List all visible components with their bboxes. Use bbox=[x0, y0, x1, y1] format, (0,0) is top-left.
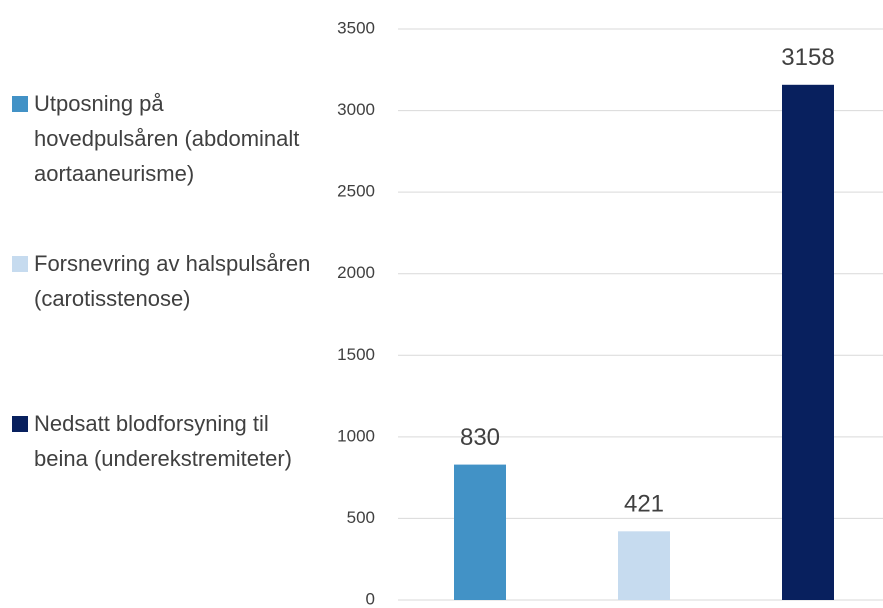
data-label: 3158 bbox=[781, 44, 834, 71]
y-tick-label: 3500 bbox=[337, 18, 375, 37]
bar bbox=[782, 84, 834, 600]
legend-item: Nedsatt blodforsyning til beina (underek… bbox=[12, 406, 314, 476]
legend-swatch bbox=[12, 416, 28, 432]
data-label: 421 bbox=[624, 491, 664, 518]
y-tick-label: 1500 bbox=[337, 345, 375, 364]
legend-item: Forsnevring av halspulsåren (carotissten… bbox=[12, 246, 314, 316]
legend-label: Nedsatt blodforsyning til beina (underek… bbox=[34, 411, 293, 471]
y-tick-label: 3000 bbox=[337, 100, 375, 119]
y-tick-label: 1000 bbox=[337, 426, 375, 445]
bar bbox=[618, 531, 670, 600]
data-label: 830 bbox=[460, 424, 500, 451]
y-tick-label: 2000 bbox=[337, 263, 375, 282]
y-tick-label: 2500 bbox=[337, 182, 375, 201]
legend-label: Forsnevring av halspulsåren (carotissten… bbox=[34, 251, 311, 311]
legend-label: Utposning på hovedpulsåren (abdominalt a… bbox=[34, 91, 300, 186]
y-tick-label: 0 bbox=[366, 589, 375, 608]
y-tick-label: 500 bbox=[347, 508, 375, 527]
bar bbox=[454, 464, 506, 600]
legend-swatch bbox=[12, 96, 28, 112]
legend-item: Utposning på hovedpulsåren (abdominalt a… bbox=[12, 86, 314, 191]
legend-swatch bbox=[12, 256, 28, 272]
